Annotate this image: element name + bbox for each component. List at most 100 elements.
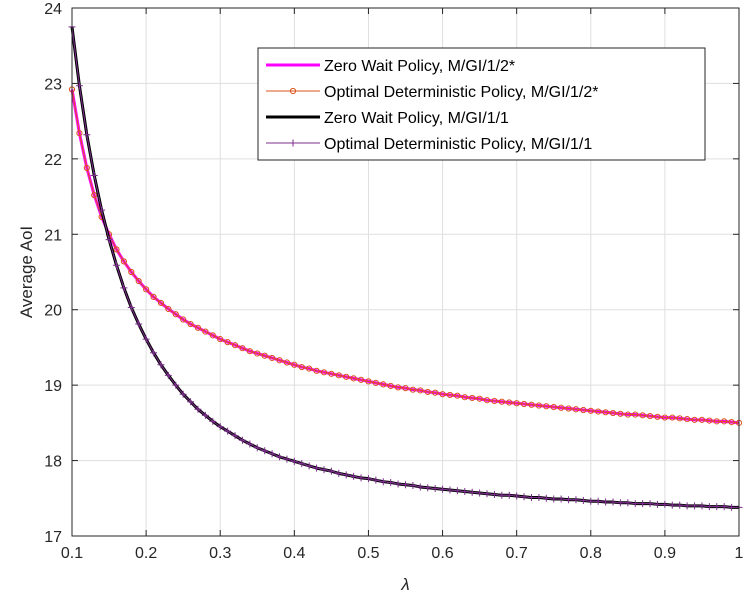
data-point <box>120 284 128 292</box>
legend-item: Zero Wait Policy, M/GI/1/2* <box>266 58 515 75</box>
data-point <box>320 369 328 376</box>
axis-ticks: 0.1 0.2 0.3 0.4 0.5 0.6 0.7 0.8 0.9 1 17 18 19 20 21 22… <box>44 1 743 562</box>
data-point <box>565 405 572 412</box>
data-point <box>476 489 484 497</box>
data-point <box>646 412 654 420</box>
data-point <box>535 402 543 409</box>
data-point <box>594 497 602 505</box>
data-point <box>491 397 498 405</box>
data-point <box>283 455 291 463</box>
data-point <box>684 415 691 423</box>
data-point <box>498 398 505 405</box>
data-point <box>387 478 395 486</box>
data-point <box>602 498 610 506</box>
data-point <box>187 398 195 406</box>
data-point <box>617 410 624 417</box>
data-point <box>350 472 358 480</box>
data-point <box>528 401 535 408</box>
data-point <box>446 391 454 399</box>
x-tick-label: 0.1 <box>61 545 83 562</box>
data-point <box>609 409 617 417</box>
x-tick-label: 0.7 <box>506 545 528 562</box>
data-point <box>164 371 172 379</box>
data-point <box>343 373 350 380</box>
data-point <box>142 335 150 343</box>
data-point <box>468 488 476 496</box>
x-tick-label: 0.3 <box>209 545 231 562</box>
y-tick-label: 19 <box>44 378 62 395</box>
legend-marker <box>289 87 297 95</box>
data-point <box>661 500 669 508</box>
data-point <box>231 342 239 349</box>
data-point <box>469 394 476 402</box>
data-point <box>513 400 520 407</box>
data-point <box>558 404 565 411</box>
data-point <box>180 316 187 323</box>
data-point <box>246 348 253 355</box>
legend-label: Optimal Deterministic Policy, M/GI/1/1 <box>324 136 592 153</box>
data-point <box>394 480 402 488</box>
data-point <box>669 414 676 421</box>
data-point <box>587 497 595 505</box>
x-tick-label: 0.5 <box>357 545 379 562</box>
data-point <box>238 436 246 444</box>
legend-item: Optimal Deterministic Policy, M/GI/1/2* <box>266 84 598 101</box>
data-point <box>439 391 446 398</box>
data-point <box>143 286 150 293</box>
data-point <box>713 503 721 511</box>
series-3 <box>68 23 743 511</box>
data-point <box>609 498 617 506</box>
data-point <box>542 494 550 502</box>
data-point <box>572 496 580 504</box>
data-point <box>676 501 684 509</box>
data-point <box>416 483 424 491</box>
data-point <box>557 495 565 503</box>
data-point <box>387 382 394 389</box>
data-point <box>261 447 269 455</box>
data-point <box>498 491 506 499</box>
data-point <box>639 500 647 508</box>
data-point <box>357 474 365 482</box>
data-point <box>313 464 321 472</box>
data-point <box>298 460 306 468</box>
data-point <box>565 496 573 504</box>
data-point <box>335 469 343 477</box>
data-point <box>216 423 224 431</box>
data-point <box>654 413 661 420</box>
data-point <box>431 484 439 492</box>
data-point <box>357 376 365 383</box>
data-point <box>476 395 483 402</box>
data-point <box>179 390 187 398</box>
data-point <box>587 407 594 414</box>
data-point <box>483 490 491 498</box>
plot-series <box>68 23 743 511</box>
x-axis-label: λ <box>400 575 409 594</box>
data-point <box>157 299 165 307</box>
data-point <box>305 462 313 470</box>
data-point <box>202 328 209 335</box>
data-point <box>572 406 580 413</box>
y-tick-label: 17 <box>44 529 62 546</box>
data-point <box>513 492 521 500</box>
data-point <box>128 268 135 276</box>
x-tick-label: 1 <box>735 545 744 562</box>
data-point <box>394 384 402 391</box>
data-point <box>157 361 165 369</box>
data-point <box>580 406 587 414</box>
data-point <box>217 336 224 343</box>
data-point <box>454 392 461 399</box>
data-point <box>120 258 127 265</box>
data-point <box>335 372 342 379</box>
data-point <box>728 419 735 426</box>
data-point <box>579 497 587 505</box>
data-point <box>595 408 602 415</box>
data-point <box>150 349 158 357</box>
data-point <box>135 320 143 328</box>
x-tick-label: 0.8 <box>580 545 602 562</box>
data-point <box>194 405 202 413</box>
data-point <box>505 491 513 499</box>
data-point <box>691 416 698 423</box>
data-point <box>313 367 320 374</box>
data-point <box>631 500 639 508</box>
